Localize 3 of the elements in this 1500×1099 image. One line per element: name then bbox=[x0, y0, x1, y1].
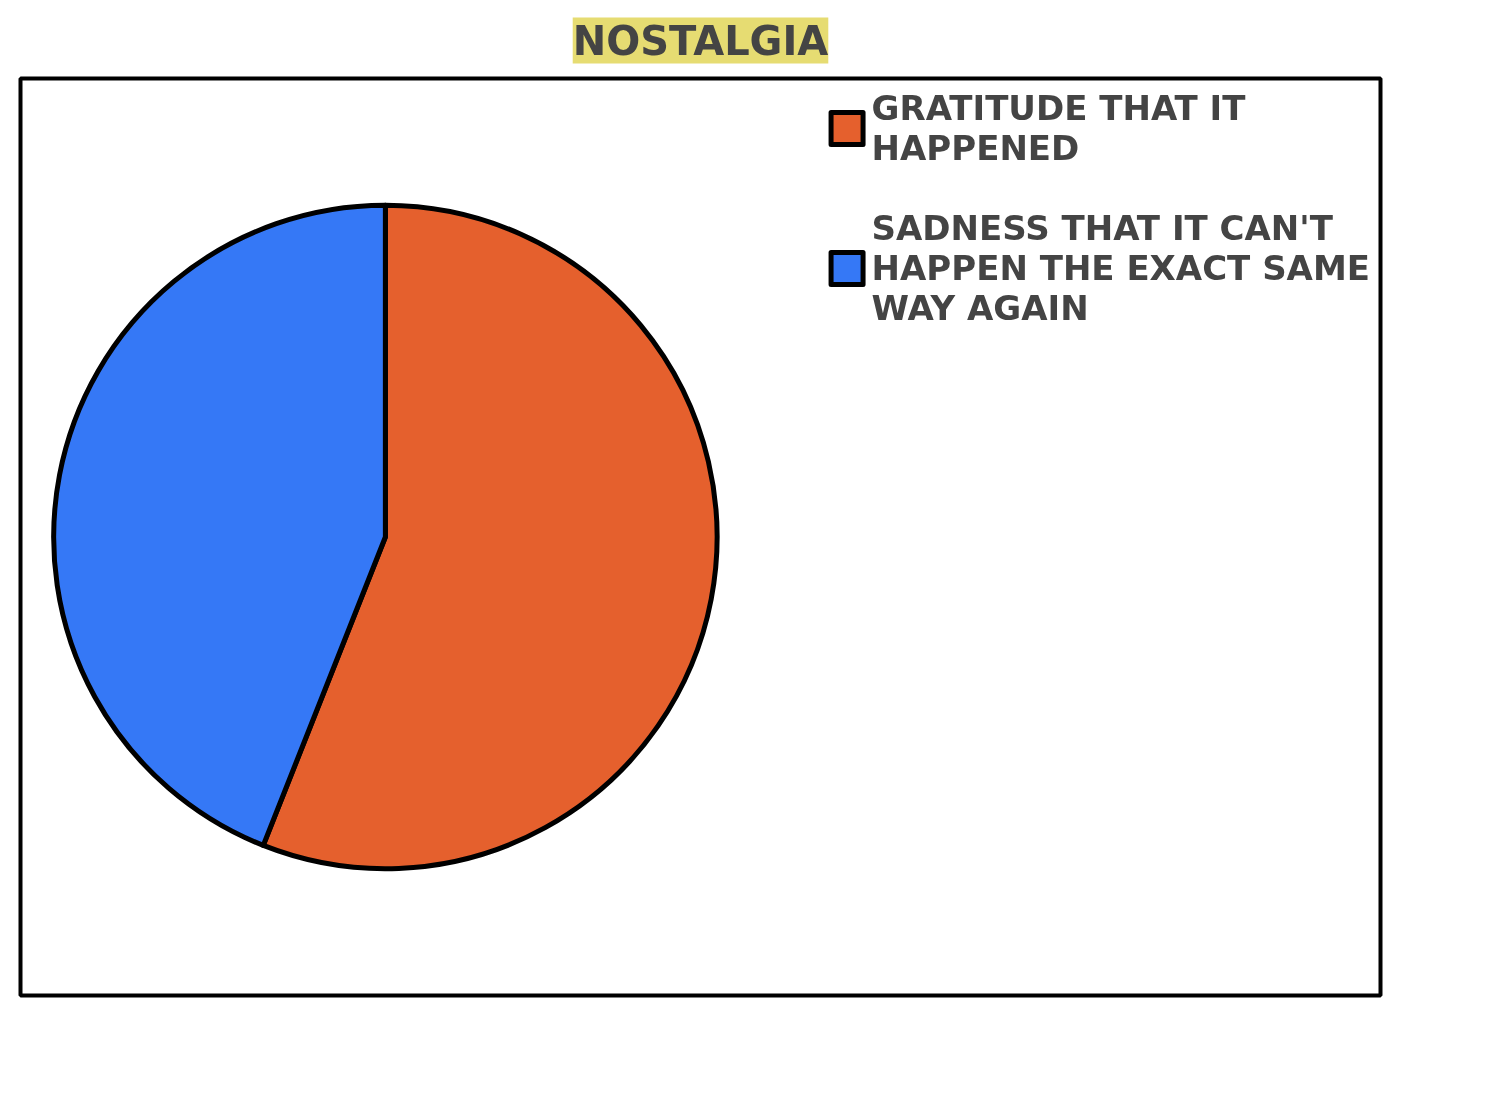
legend-label: SADNESS THAT IT CAN'T HAPPEN THE EXACT SAME WAY AGAIN bbox=[871, 208, 1370, 328]
legend-label: GRATITUDE THAT IT HAPPENED bbox=[871, 88, 1246, 168]
chart-title: NOSTALGIA bbox=[572, 17, 829, 64]
